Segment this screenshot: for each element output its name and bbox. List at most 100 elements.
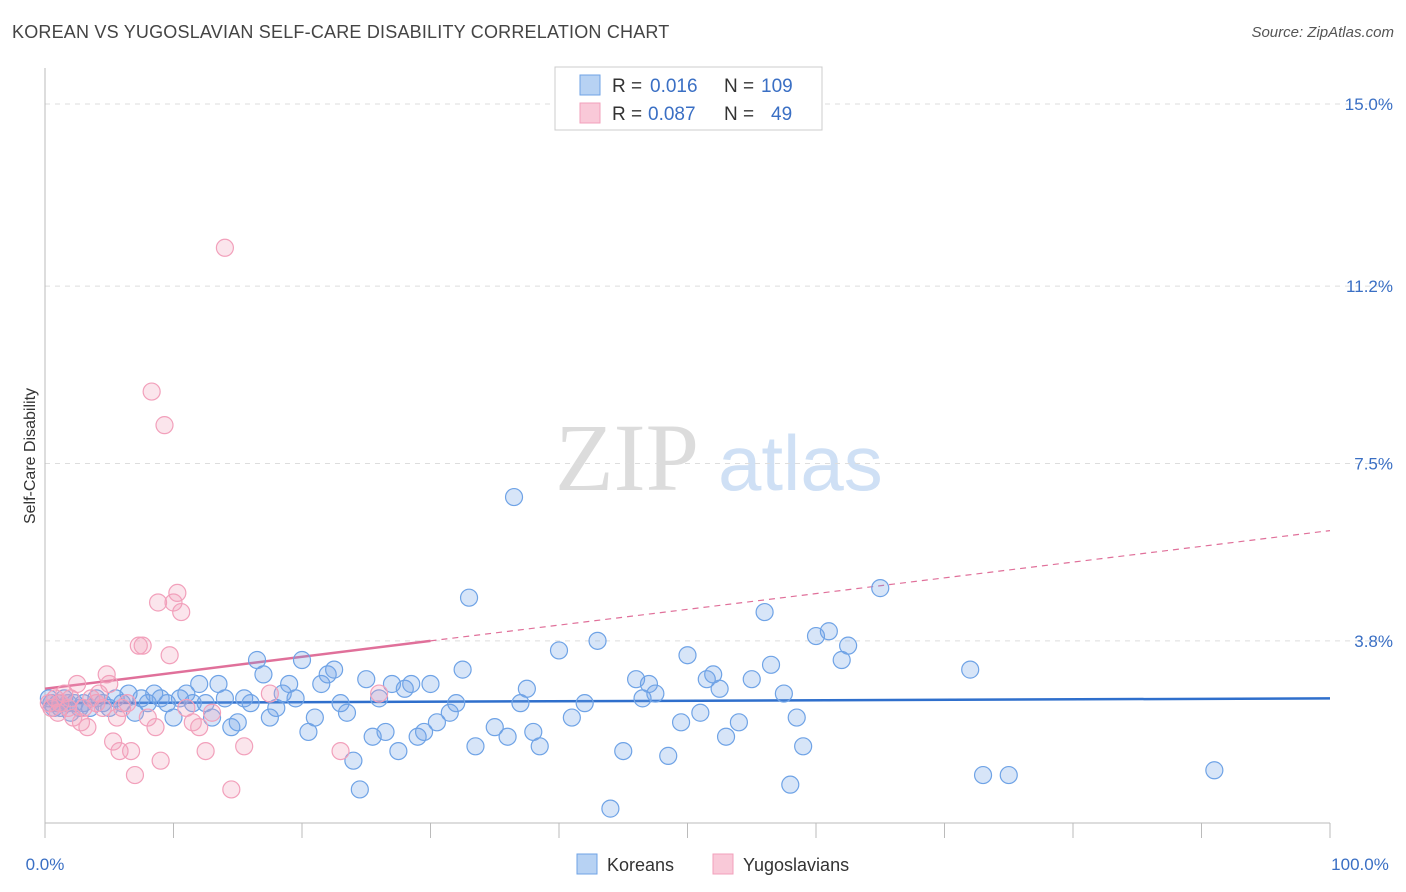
bottom-legend-swatch-yugoslav	[712, 853, 734, 875]
korean-point	[517, 679, 536, 698]
korean-point	[781, 775, 800, 794]
korean-point	[337, 703, 357, 722]
yugoslavian-point	[142, 382, 161, 401]
korean-point	[755, 602, 774, 622]
korean-point	[421, 674, 440, 694]
yugoslavian-point	[235, 737, 254, 756]
korean-point	[729, 713, 749, 732]
y-axis-label: Self-Care Disability	[22, 388, 39, 524]
data-points	[39, 238, 1224, 818]
korean-point	[678, 646, 697, 665]
yugoslavian-point	[138, 708, 157, 727]
bottom-legend: Koreans Yugoslavians	[576, 853, 849, 875]
korean-point	[646, 684, 665, 703]
tick-labels: 3.8% 7.5% 11.2% 15.0% 0.0% 100.0%	[26, 95, 1393, 874]
yugoslavian-point	[78, 718, 97, 737]
korean-point	[344, 751, 363, 770]
korean-point	[286, 689, 305, 708]
yugoslavian-point	[125, 765, 145, 785]
korean-point	[325, 660, 344, 679]
yugoslavian-point	[168, 583, 187, 603]
korean-point	[350, 780, 369, 799]
korean-point	[228, 713, 247, 732]
korean-point	[871, 579, 890, 598]
korean-point	[241, 694, 260, 713]
yugoslavian-point	[202, 703, 222, 722]
korean-point	[414, 722, 434, 742]
grid-lines	[45, 103, 1395, 642]
korean-point	[112, 694, 132, 713]
korean-point	[376, 722, 395, 742]
korean-point	[504, 487, 524, 507]
korean-point	[742, 670, 761, 689]
korean-point	[549, 641, 569, 660]
watermark-zip: ZIP	[555, 404, 699, 511]
korean-point	[215, 689, 234, 708]
korean-point	[177, 684, 196, 703]
korean-point	[466, 737, 485, 756]
korean-point	[691, 703, 710, 722]
legend-r-label: R =	[612, 104, 642, 125]
korean-point	[190, 674, 209, 694]
korean-point	[710, 679, 729, 698]
yugoslavian-point	[148, 593, 168, 612]
korean-point	[671, 713, 691, 732]
yugoslavian-point	[260, 684, 279, 703]
bottom-legend-swatch-korean	[576, 853, 598, 875]
yugoslavian-point	[68, 674, 87, 694]
yugoslavian-point	[100, 674, 119, 694]
legend-n-label: N =	[724, 104, 754, 125]
yugoslavian-point	[155, 416, 174, 435]
yugoslavian-point	[121, 741, 141, 761]
yugoslavian-point	[93, 698, 112, 718]
korean-point	[453, 660, 472, 679]
yugoslavian-point	[215, 238, 234, 257]
korean-point	[973, 765, 993, 785]
yugoslavian-point	[331, 741, 350, 761]
legend-swatch-yugoslav	[579, 102, 601, 124]
legend-r-label: R =	[612, 76, 642, 97]
korean-point	[254, 665, 273, 684]
y-tick-label: 3.8%	[1354, 632, 1393, 651]
x-tick-label: 100.0%	[1331, 855, 1389, 874]
korean-point	[459, 588, 479, 607]
korean-point	[260, 708, 279, 727]
korean-point	[774, 684, 793, 703]
yugoslavian-point	[172, 602, 191, 622]
korean-point	[562, 708, 581, 727]
korean-point	[588, 631, 607, 650]
trend-lines	[44, 529, 1331, 705]
yugoslavian-point	[118, 694, 137, 713]
korean-point	[389, 741, 408, 761]
legend-n-label: N =	[724, 76, 754, 97]
korean-point	[331, 694, 350, 713]
yugoslavian-trend-line	[44, 639, 431, 691]
yugoslavian-point	[107, 708, 127, 727]
korean-point	[639, 674, 659, 694]
yugoslavian-point	[151, 751, 170, 770]
bottom-legend-yugoslav: Yugoslavians	[743, 855, 849, 875]
yugoslavian-point	[160, 646, 179, 665]
korean-point	[999, 765, 1018, 785]
y-tick-label: 7.5%	[1354, 454, 1393, 473]
korean-point	[614, 741, 633, 761]
legend-n-value: 109	[761, 76, 793, 97]
legend-r-value: 0.087	[648, 104, 696, 125]
legend: R = 0.016 N = 109 R = 0.087 N = 49	[554, 66, 823, 131]
korean-point	[370, 689, 389, 708]
korean-point	[164, 708, 183, 727]
korean-point	[716, 727, 736, 746]
korean-point	[794, 737, 813, 756]
korean-point	[498, 727, 517, 746]
yugoslavian-point	[196, 741, 215, 761]
chart-title: KOREAN VS YUGOSLAVIAN SELF-CARE DISABILI…	[12, 22, 670, 42]
korean-point	[427, 713, 447, 732]
korean-point	[659, 746, 678, 765]
yugoslavian-point	[164, 593, 183, 612]
korean-point	[357, 670, 376, 689]
yugoslavian-point	[190, 718, 209, 737]
yugoslavian-point	[146, 718, 165, 737]
korean-point	[819, 622, 838, 641]
yugoslavian-point	[129, 636, 148, 655]
